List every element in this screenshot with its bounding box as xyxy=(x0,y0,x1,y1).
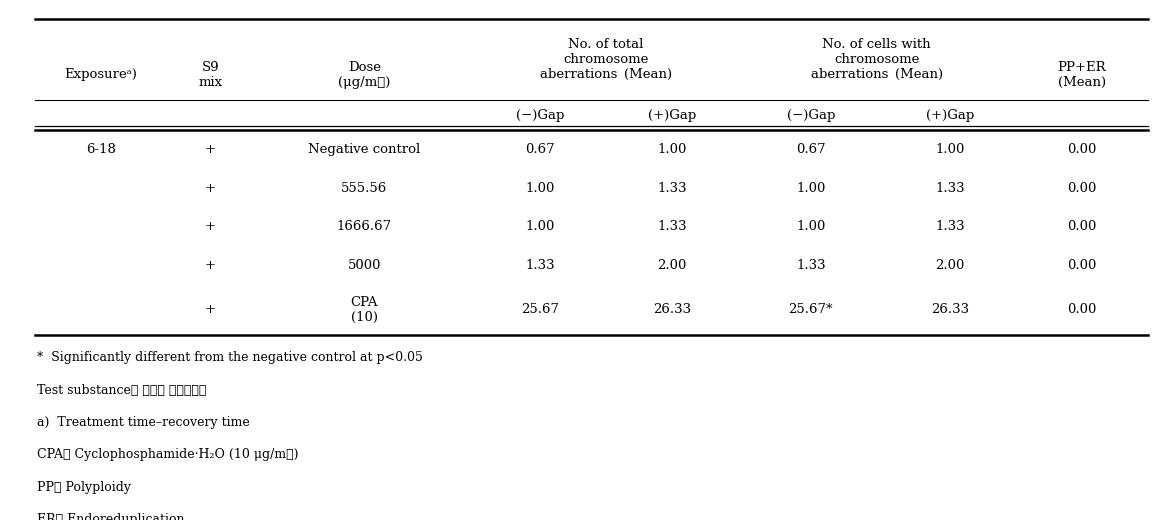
Text: +: + xyxy=(205,181,217,194)
Text: 1666.67: 1666.67 xyxy=(337,220,391,233)
Text: 1.33: 1.33 xyxy=(935,220,965,233)
Text: 0.00: 0.00 xyxy=(1067,181,1096,194)
Text: 555.56: 555.56 xyxy=(341,181,388,194)
Text: 1.00: 1.00 xyxy=(525,181,555,194)
Text: 1.00: 1.00 xyxy=(796,220,826,233)
Text: S9
mix: S9 mix xyxy=(198,61,223,89)
Text: 1.33: 1.33 xyxy=(657,181,686,194)
Text: a)  Treatment time–recovery time: a) Treatment time–recovery time xyxy=(37,416,250,429)
Text: 1.33: 1.33 xyxy=(525,258,555,271)
Text: (−)Gap: (−)Gap xyxy=(516,109,564,122)
Text: 0.67: 0.67 xyxy=(525,143,555,156)
Text: (+)Gap: (+)Gap xyxy=(648,109,696,122)
Text: Test substance： 식방풍 열수추출물: Test substance： 식방풍 열수추출물 xyxy=(37,384,206,397)
Text: PP+ER
(Mean): PP+ER (Mean) xyxy=(1058,61,1106,89)
Text: 1.00: 1.00 xyxy=(796,181,826,194)
Text: Exposureᵃ): Exposureᵃ) xyxy=(64,68,137,81)
Text: +: + xyxy=(205,258,217,271)
Text: 0.00: 0.00 xyxy=(1067,143,1096,156)
Text: 1.33: 1.33 xyxy=(935,181,965,194)
Text: 1.33: 1.33 xyxy=(796,258,826,271)
Text: 26.33: 26.33 xyxy=(931,303,969,316)
Text: No. of cells with
chromosome
aberrations (Mean): No. of cells with chromosome aberrations… xyxy=(811,38,942,81)
Text: 1.00: 1.00 xyxy=(935,143,965,156)
Text: 1.00: 1.00 xyxy=(657,143,686,156)
Text: PP： Polyploidy: PP： Polyploidy xyxy=(37,480,132,493)
Text: +: + xyxy=(205,303,217,316)
Text: 5000: 5000 xyxy=(347,258,381,271)
Text: 1.00: 1.00 xyxy=(525,220,555,233)
Text: 1.33: 1.33 xyxy=(657,220,686,233)
Text: *  Significantly different from the negative control at p<0.05: * Significantly different from the negat… xyxy=(37,352,423,365)
Text: 2.00: 2.00 xyxy=(935,258,965,271)
Text: CPA
(10): CPA (10) xyxy=(351,295,379,323)
Text: 6‑18: 6‑18 xyxy=(86,143,115,156)
Text: Negative control: Negative control xyxy=(309,143,421,156)
Text: +: + xyxy=(205,143,217,156)
Text: (−)Gap: (−)Gap xyxy=(786,109,835,122)
Text: 0.00: 0.00 xyxy=(1067,303,1096,316)
Text: (+)Gap: (+)Gap xyxy=(926,109,974,122)
Text: CPA： Cyclophosphamide·H₂O (10 μg/mℓ): CPA： Cyclophosphamide·H₂O (10 μg/mℓ) xyxy=(37,448,298,461)
Text: 2.00: 2.00 xyxy=(657,258,686,271)
Text: 25.67: 25.67 xyxy=(521,303,559,316)
Text: 25.67*: 25.67* xyxy=(789,303,833,316)
Text: 0.67: 0.67 xyxy=(796,143,826,156)
Text: 0.00: 0.00 xyxy=(1067,220,1096,233)
Text: 26.33: 26.33 xyxy=(652,303,691,316)
Text: ER： Endoreduplication: ER： Endoreduplication xyxy=(37,513,185,520)
Text: No. of total
chromosome
aberrations (Mean): No. of total chromosome aberrations (Mea… xyxy=(539,38,672,81)
Text: +: + xyxy=(205,220,217,233)
Text: Dose
(μg/mℓ): Dose (μg/mℓ) xyxy=(338,61,390,89)
Text: 0.00: 0.00 xyxy=(1067,258,1096,271)
